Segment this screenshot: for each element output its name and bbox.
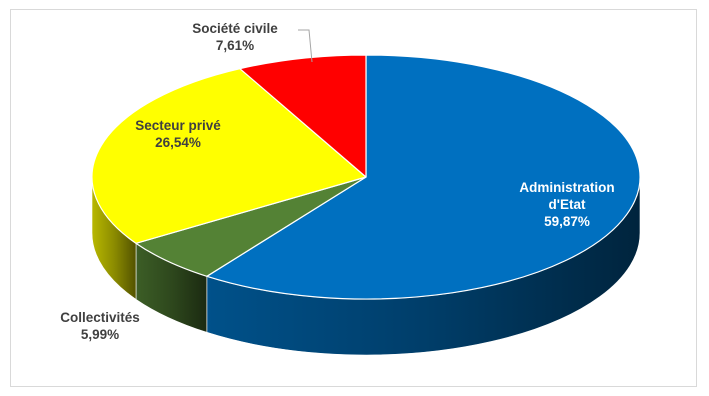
data-label-1: Collectivités 5,99%	[60, 310, 140, 342]
pie-slice-3	[239, 54, 367, 178]
data-label-0: Administration d'Etat 59,87%	[519, 180, 614, 229]
data-label-3: Société civile 7,61%	[192, 21, 278, 53]
leader-line-3	[298, 29, 313, 63]
pie-slice-0	[206, 54, 641, 300]
chart-frame	[10, 9, 697, 387]
pie-slice-2	[91, 68, 367, 244]
data-label-2: Secteur privé 26,54%	[135, 118, 221, 150]
